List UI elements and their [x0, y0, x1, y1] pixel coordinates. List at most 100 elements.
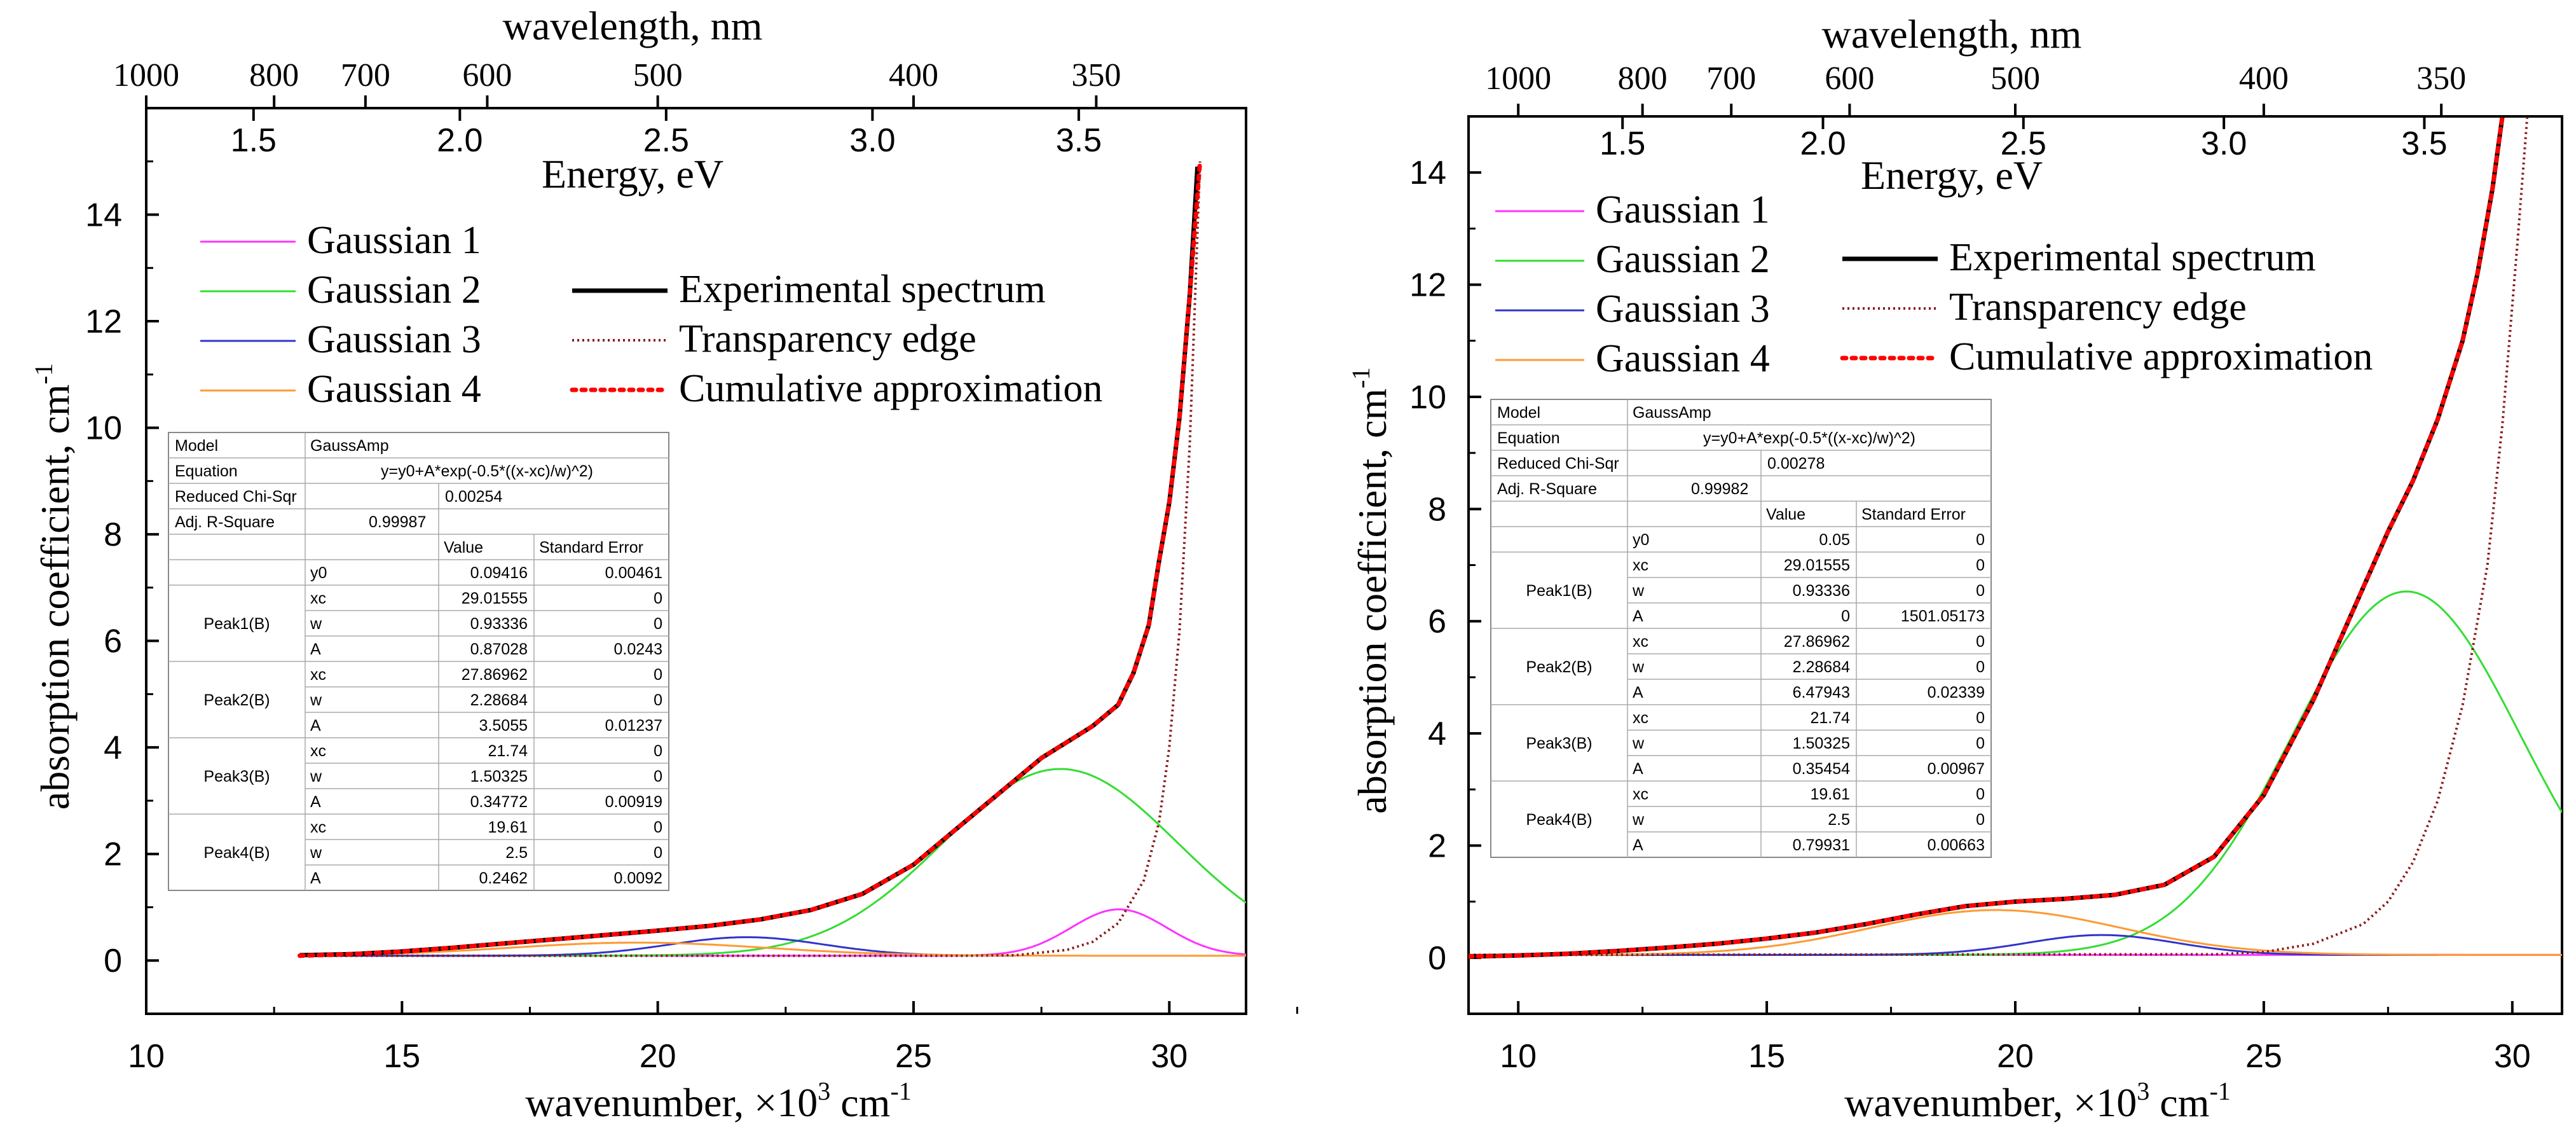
x-axis-label: wavenumber, ×103 cm-1	[1844, 1077, 2231, 1125]
fit-table-cell: 0.02339	[1928, 684, 1985, 702]
fit-table-cell: 2.28684	[470, 691, 528, 709]
fit-table-cell: Reduced Chi-Sqr	[1497, 455, 1619, 473]
x-tick-label: 20	[640, 1038, 676, 1075]
fit-table-peak-name: Peak1(B)	[1526, 582, 1592, 600]
fit-table-peak-name: Peak4(B)	[1526, 811, 1592, 829]
wavelength-tick-label: 600	[462, 57, 512, 93]
fit-table-cell: 0	[1976, 531, 1985, 549]
fit-table-cell: w	[310, 615, 322, 633]
series-line-gaussian-4	[299, 941, 1246, 957]
fit-table-cell: GaussAmp	[310, 437, 389, 455]
wavelength-tick-label: 350	[1071, 57, 1121, 93]
legend-label: Transparency edge	[679, 317, 976, 361]
fit-table-cell: 1.50325	[470, 768, 528, 785]
x-axis-label-part: cm	[2149, 1080, 2209, 1125]
x-axis-label-part: wavenumber, ×10	[1844, 1080, 2137, 1125]
fit-table-cell: A	[310, 869, 321, 887]
fit-table-cell: 0.00919	[605, 793, 662, 811]
energy-tick-label: 2.0	[1800, 125, 1846, 162]
y-axis-label-sup: -1	[1346, 367, 1375, 388]
x-tick-label: 10	[128, 1038, 165, 1075]
y-axis-label: absorption coefficient, cm-1	[1346, 367, 1395, 813]
series-line-transparency-edge	[299, 161, 1202, 957]
fit-table-cell: 0.00461	[605, 564, 662, 582]
series-line-cumulative-approximation	[297, 159, 1203, 958]
fit-table-cell: Reduced Chi-Sqr	[175, 488, 297, 506]
fit-table-cell: y=y0+A*exp(-0.5*((x-xc)/w)^2)	[381, 462, 593, 480]
fit-table-cell: xc	[1633, 785, 1648, 803]
wavelength-tick-label: 1000	[113, 57, 179, 93]
y-tick-label: 10	[85, 410, 122, 447]
fit-table-cell: w	[1632, 582, 1645, 600]
fit-table-cell: w	[1632, 735, 1645, 752]
fit-table-cell: 2.28684	[1793, 658, 1850, 676]
fit-table-cell: 0.09416	[470, 564, 528, 582]
legend-label: Gaussian 2	[1596, 238, 1770, 281]
fit-table-cell: 0	[654, 768, 662, 785]
plot-frame	[145, 107, 1247, 1015]
x-tick-label: 15	[383, 1038, 420, 1075]
wavelength-axis-label: wavelength, nm	[1822, 11, 2082, 57]
x-axis-label-sup: 3	[818, 1077, 830, 1105]
fit-table-cell: Standard Error	[1861, 506, 1966, 523]
wavelength-tick-label: 350	[2416, 60, 2466, 97]
fit-table-cell: 0.93336	[470, 615, 528, 633]
fit-table-cell: A	[1633, 607, 1643, 625]
y-tick-label: 12	[85, 303, 122, 340]
y-tick-label: 8	[104, 516, 122, 553]
fit-table-cell: 0	[1841, 607, 1850, 625]
x-axis-label-sup: -1	[890, 1077, 911, 1105]
fit-table-cell: A	[310, 793, 321, 811]
y-axis-label: absorption coefficient, cm-1	[29, 363, 78, 810]
fit-table-cell: xc	[310, 590, 326, 607]
x-axis-label-part: wavenumber, ×10	[525, 1080, 818, 1125]
fit-table-cell: Adj. R-Square	[1497, 480, 1597, 498]
fit-table-cell: 27.86962	[462, 666, 528, 684]
fit-table-cell: w	[310, 844, 322, 862]
fit-table-cell: xc	[1633, 709, 1648, 727]
legend-label: Gaussian 2	[307, 268, 481, 312]
fit-table-cell: w	[1632, 658, 1645, 676]
fit-table-cell: 0.2462	[479, 869, 528, 887]
legend-label: Cumulative approximation	[1949, 335, 2373, 378]
fit-table-cell: 0.87028	[470, 640, 528, 658]
fit-table-cell: 19.61	[488, 819, 528, 836]
fit-table-cell: 0.0092	[614, 869, 662, 887]
fit-table-cell: 0.00663	[1928, 836, 1985, 854]
fit-table-peak-name: Peak2(B)	[1526, 658, 1592, 676]
fit-table-cell: Adj. R-Square	[175, 513, 275, 531]
fit-table-cell: 6.47943	[1793, 684, 1850, 702]
fit-table-cell: 29.01555	[462, 590, 528, 607]
wavelength-tick-label: 800	[1618, 60, 1668, 97]
fit-table-cell: A	[310, 640, 321, 658]
fit-table-cell: Value	[1766, 506, 1805, 523]
fit-table-peak-name: Peak4(B)	[203, 844, 270, 862]
y-axis-label-part: absorption coefficient, cm	[32, 384, 78, 810]
y-axis-label-sup: -1	[29, 363, 58, 384]
wavelength-axis-label: wavelength, nm	[503, 3, 763, 48]
x-tick-label: 10	[1500, 1038, 1537, 1075]
y-tick-label: 6	[104, 623, 122, 660]
fit-table-cell: w	[310, 691, 322, 709]
legend-label: Transparency edge	[1949, 286, 2247, 329]
fit-table-cell: A	[1633, 684, 1643, 702]
fit-table-cell: 3.5055	[479, 717, 528, 735]
y-tick-label: 0	[1428, 940, 1446, 977]
x-tick-label: 20	[1997, 1038, 2034, 1075]
fit-table-cell: A	[1633, 836, 1643, 854]
wavelength-tick-label: 700	[1706, 60, 1756, 97]
fit-table-cell: Model	[175, 437, 218, 455]
x-tick-label: 15	[1748, 1038, 1785, 1075]
fit-table-cell: xc	[1633, 557, 1648, 574]
legend-label: Gaussian 3	[1596, 287, 1770, 331]
fit-table-cell: Equation	[175, 462, 238, 480]
y-tick-label: 10	[1409, 379, 1446, 416]
energy-tick-label: 3.5	[1056, 122, 1102, 159]
wavelength-tick-label: 700	[341, 57, 390, 93]
wavelength-tick-label: 1000	[1485, 60, 1551, 97]
fit-table-cell: A	[310, 717, 321, 735]
y-tick-label: 14	[1409, 155, 1446, 191]
fit-table-cell: xc	[310, 666, 326, 684]
energy-tick-label: 1.5	[1600, 125, 1645, 162]
